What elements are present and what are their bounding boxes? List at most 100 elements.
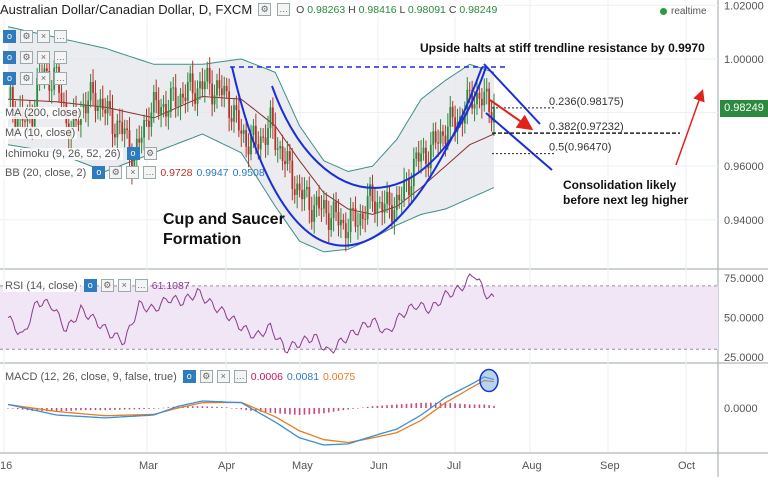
more-icon[interactable]: … [54,72,67,85]
macd-histogram-bar [21,408,24,410]
bb-value-2: 0.9947 [196,166,229,179]
close-icon[interactable]: × [216,370,230,383]
candle-body [92,82,94,93]
bb-label[interactable]: BB (20, close, 2) [3,166,89,179]
candle-body [471,90,474,109]
candle-body [381,202,384,213]
settings-icon[interactable]: ⚙ [20,30,33,43]
macd-histogram-bar [167,407,170,408]
more-icon[interactable]: … [134,279,148,292]
ichimoku-label[interactable]: Ichimoku (9, 26, 52, 26) [3,147,123,160]
candle-body [254,125,257,145]
more-icon[interactable]: … [143,166,157,179]
more-icon[interactable]: … [233,370,247,383]
macd-histogram-bar [303,408,306,415]
macd-histogram-bar [478,404,481,408]
legend-ma200[interactable]: MA (200, close) [3,107,84,119]
more-icon[interactable]: … [54,51,67,64]
candle-body [337,212,340,226]
close-icon[interactable]: × [37,30,50,43]
candle-body [442,131,444,136]
candle-body [398,194,401,201]
eye-icon[interactable]: o [3,72,16,85]
down-arrow [489,99,534,131]
rsi-label[interactable]: RSI (14, close) [3,279,80,292]
candle-body [167,111,170,117]
candle-body [332,201,335,219]
macd-histogram-bar [65,408,68,411]
macd-histogram-bar [371,406,374,408]
eye-icon[interactable]: o [3,51,16,64]
macd-histogram-bar [104,408,106,411]
candle-body [480,98,483,106]
macd-histogram-bar [138,408,141,410]
close-icon[interactable]: × [117,279,131,292]
macd-histogram-bar [332,408,335,412]
legend-bb[interactable]: BB (20, close, 2) o ⚙ × … 0.9728 0.9947 … [3,166,265,179]
eye-icon[interactable]: o [92,166,106,179]
candle-body [223,85,226,96]
settings-icon[interactable]: ⚙ [143,147,157,160]
legend-row-1[interactable]: o ⚙ × … [3,30,67,43]
legend-ichimoku[interactable]: Ichimoku (9, 26, 52, 26) o ⚙ [3,147,157,160]
settings-icon[interactable]: ⚙ [109,166,123,179]
x-tick-label: 16 [0,460,12,472]
bollinger-upper-line [7,26,495,173]
macd-histogram-bar [240,408,243,410]
ma200-label[interactable]: MA (200, close) [3,107,84,119]
candle-body [16,113,19,127]
candle-body [152,91,155,113]
macd-histogram-bar [459,403,461,408]
candle-body [230,118,233,122]
legend-ma10[interactable]: MA (10, close) [3,127,78,139]
macd-histogram-bar [347,408,349,410]
macd-histogram-bar [405,403,408,408]
candle-body [313,205,316,222]
eye-icon[interactable]: o [182,370,196,383]
symbol-title[interactable]: Australian Dollar/Canadian Dollar, D, FX… [0,2,253,17]
ma10-label[interactable]: MA (10, close) [3,127,78,139]
candle-body [437,142,440,144]
macd-histogram-bar [357,408,359,409]
macd-tick-label: 0.0000 [724,403,758,415]
close-icon[interactable]: × [37,72,50,85]
candle-body [191,73,194,94]
legend-row-2[interactable]: o ⚙ × … [3,51,67,64]
macd-label[interactable]: MACD (12, 26, close, 9, false, true) [3,370,179,383]
legend-macd[interactable]: MACD (12, 26, close, 9, false, true) o ⚙… [3,370,355,383]
legend-rsi[interactable]: RSI (14, close) o ⚙ × … 61.1087 [3,279,190,292]
macd-histogram-bar [444,402,447,408]
candle-body [374,201,376,214]
rsi-tick-label: 50.0000 [724,313,764,325]
more-icon[interactable]: … [277,3,291,16]
eye-icon[interactable]: o [3,30,16,43]
macd-histogram-bar [7,408,9,409]
rsi-value: 61.1087 [151,279,190,292]
settings-icon[interactable]: ⚙ [199,370,213,383]
macd-histogram-bar [133,408,136,410]
candle-body [138,138,141,143]
candle-body [118,120,121,123]
settings-icon[interactable]: ⚙ [100,279,114,292]
more-icon[interactable]: … [54,30,67,43]
close-icon[interactable]: × [37,51,50,64]
settings-icon[interactable]: ⚙ [20,51,33,64]
legend-row-3[interactable]: o ⚙ × … [3,72,67,85]
macd-histogram-bar [191,406,194,408]
candle-body [157,100,160,115]
eye-icon[interactable]: o [126,147,140,160]
eye-icon[interactable]: o [83,279,97,292]
candle-body [271,107,274,126]
candle-body [303,189,306,200]
macd-histogram-bar [230,408,233,409]
y-tick-label: 0.94000 [724,215,764,227]
settings-icon[interactable]: ⚙ [20,72,33,85]
macd-histogram-bar [235,408,238,409]
candle-body [148,120,150,127]
settings-icon[interactable]: ⚙ [258,3,272,16]
close-icon[interactable]: × [126,166,140,179]
candle-body [417,152,420,162]
macd-histogram-bar [201,406,204,408]
macd-histogram-bar [313,408,315,414]
macd-histogram-bar [337,408,340,411]
